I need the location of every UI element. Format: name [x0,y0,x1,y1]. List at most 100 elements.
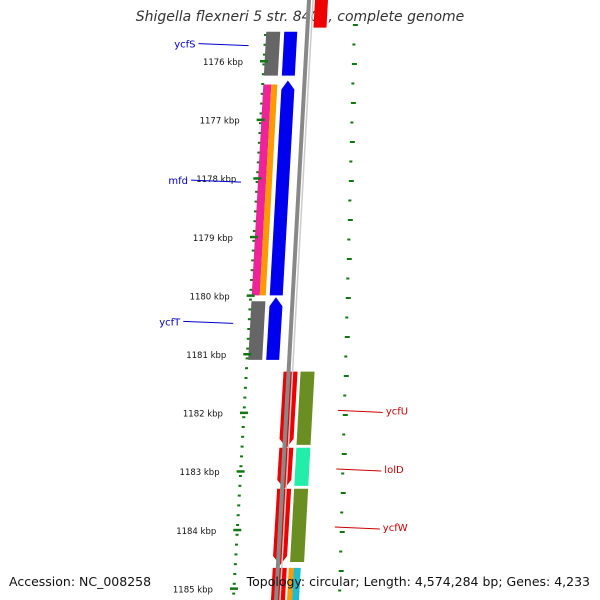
inner-ring-dot [251,249,255,252]
inner-ring-dot [249,288,253,291]
inner-ring-dot [237,494,241,497]
inner-ring-dot [248,308,252,311]
inner-ring-dot [255,181,259,183]
outer-ring-dot [352,24,358,26]
genome-summary-text: Topology: circular; Length: 4,574,284 bp… [246,574,590,589]
dotted-ring-layer [232,24,358,595]
orange-feature-bottom [286,567,294,600]
olive-feature-ycfU [296,371,315,445]
inner-ring-dot [260,102,264,105]
inner-ring-dot [256,171,260,174]
tick-label: 1183 kbp [180,468,220,478]
outer-ring-dot [343,394,347,397]
inner-ring-dot [250,279,254,281]
outer-ring-dot [352,43,356,46]
gene-leader-line [191,179,242,183]
outer-ring-dot [338,589,342,592]
accession-text: Accession: NC_008258 [9,574,152,589]
inner-ring-dot [243,396,247,399]
tick-mark [236,470,245,473]
tick-mark [256,118,265,122]
inner-ring-dot [233,573,237,575]
inner-ring-dot [243,386,247,389]
outer-ring-dot [346,258,352,260]
inner-ring-dot [248,298,252,301]
gray-feature-ycfS [263,31,281,76]
inner-ring-dot [240,455,244,458]
gene-label-ycfT: ycfT [159,317,181,328]
gene-label-ycfW: ycfW [383,523,408,534]
inner-ring-dot [244,377,248,379]
inner-ring-dot [256,161,260,164]
outer-ring-dot [341,472,345,475]
outer-ring-dot [350,121,354,124]
outer-ring-dot [348,180,354,182]
orange-feature-mfd [259,84,278,296]
outer-ring-dot [338,570,344,572]
tick-mark [239,411,248,415]
inner-ring-dot [241,426,245,428]
inner-ring-dot [232,582,236,585]
outer-ring-dot [344,355,348,358]
feature-layer [248,0,328,600]
gene-leader-line [334,526,380,530]
inner-ring-dot [250,269,254,272]
inner-ring-dot [239,465,243,468]
gene-label-lolD: lolD [384,465,404,476]
inner-ring-dot [246,337,250,340]
inner-ring-dot [253,220,257,223]
inner-ring-dot [237,504,241,507]
tick-label: 1182 kbp [183,410,223,420]
tick-label: 1184 kbp [176,527,216,537]
outer-ring-dot [344,336,350,338]
tick-label: 1177 kbp [200,117,240,127]
tick-mark [246,294,255,297]
outer-ring-dot [351,82,355,85]
inner-ring-dot [261,73,265,76]
tick-mark [249,235,258,239]
inner-ring-dot [234,553,238,556]
inner-ring-dot [255,190,259,193]
gene-label-ycfS: ycfS [174,40,195,51]
inner-ring-dot [258,132,262,134]
backbone-line [273,0,312,600]
inner-ring-dot [236,514,240,517]
inner-ring-dot [246,347,250,350]
aqua-feature-lolD [294,447,311,486]
inner-ring-dot [252,230,256,232]
inner-ring-dot [264,34,268,36]
outer-ring-dot [340,511,344,514]
inner-ring-dot [240,445,244,448]
gene-label-layer: ycfS mfd ycfT ycfU lolD ycfW [159,40,408,534]
teal-feature-bottom [291,567,301,600]
outer-ring-dot [342,414,348,416]
olive-feature-ycfW [290,488,309,563]
tick-label: 1178 kbp [196,175,236,185]
inner-ring-dot [259,122,263,125]
tick-mark [233,528,242,532]
tick-label: 1181 kbp [186,351,226,361]
gene-leader-line [337,409,383,413]
inner-ring-dot [262,63,266,66]
inner-ring-dot [247,328,251,330]
inner-ring-dot [241,435,245,438]
outer-ring-dot [347,219,353,221]
gene-arrow-mfd [269,80,295,296]
gene-leader-line [183,320,234,324]
outer-ring-dot [342,433,346,436]
inner-ring-dot [254,200,258,203]
backbone-layer [273,0,314,600]
inner-ring-dot [251,259,255,262]
inner-ring-dot [259,112,263,115]
red-feature-top [313,0,328,28]
inner-ring-dot [257,151,261,154]
gray-feature-ycfT [248,301,266,360]
tick-mark [260,60,268,63]
outer-ring-dot [343,375,349,377]
gene-arrow-ycfT [266,297,283,360]
inner-ring-dot [261,83,265,85]
gene-label-ycfU: ycfU [386,406,408,417]
gene-arrow-ycfS [281,31,298,76]
inner-ring-dot [242,406,246,409]
inner-ring-dot [262,53,266,56]
